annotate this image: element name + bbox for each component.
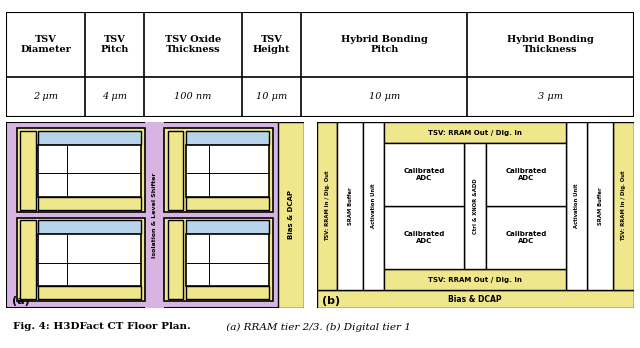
Text: (a): (a) — [12, 296, 30, 306]
Text: Calibrated
ADC: Calibrated ADC — [403, 168, 445, 181]
Bar — [186, 130, 269, 144]
Bar — [168, 130, 183, 210]
Bar — [384, 206, 464, 269]
Text: RRAM: RRAM — [211, 166, 243, 176]
Text: TSV
Height: TSV Height — [253, 35, 290, 54]
Text: 10 μm: 10 μm — [369, 92, 400, 101]
Text: TSV: TSV — [221, 201, 234, 206]
Bar — [384, 122, 566, 143]
Text: SRAM Buffer: SRAM Buffer — [348, 187, 353, 225]
Text: Activation Unit: Activation Unit — [371, 184, 376, 228]
Bar — [384, 143, 464, 206]
Bar — [186, 197, 269, 210]
Text: TSV: TSV — [173, 254, 178, 266]
Text: TSV: TSV — [173, 164, 178, 176]
Bar — [17, 218, 145, 301]
Bar — [38, 130, 141, 144]
Text: TSV: TSV — [26, 164, 31, 176]
Text: TSV
Pitch: TSV Pitch — [100, 35, 129, 54]
Bar — [38, 234, 141, 286]
Bar — [186, 286, 269, 299]
Text: TSV Oxide
Thickness: TSV Oxide Thickness — [165, 35, 221, 54]
Text: Hybrid Bonding
Pitch: Hybrid Bonding Pitch — [341, 35, 428, 54]
Text: Isolation & Level Shifter: Isolation & Level Shifter — [152, 172, 157, 258]
Bar — [168, 220, 183, 299]
Bar — [317, 290, 634, 308]
Text: SRAM Buffer: SRAM Buffer — [598, 187, 602, 225]
Bar — [587, 122, 613, 290]
Text: 2 μm: 2 μm — [33, 92, 58, 101]
Bar — [20, 220, 36, 299]
Text: RRAM Prog.: RRAM Prog. — [206, 135, 248, 140]
Text: Ctrl & XNOR &ADD: Ctrl & XNOR &ADD — [473, 178, 477, 234]
Text: 100 nm: 100 nm — [174, 92, 212, 101]
Text: RRAM: RRAM — [211, 255, 243, 265]
Text: Calibrated
ADC: Calibrated ADC — [403, 231, 445, 244]
Text: TSV: RRAM In / Dig. Out: TSV: RRAM In / Dig. Out — [324, 171, 330, 241]
Bar — [566, 122, 587, 290]
Text: TSV: TSV — [221, 290, 234, 295]
Bar — [38, 286, 141, 299]
Text: 10 μm: 10 μm — [256, 92, 287, 101]
Bar — [364, 122, 384, 290]
Text: RRAM: RRAM — [74, 166, 106, 176]
Text: Bias & DCAP: Bias & DCAP — [288, 190, 294, 239]
Text: (a) RRAM tier 2/3. (b) Digital tier 1: (a) RRAM tier 2/3. (b) Digital tier 1 — [223, 322, 411, 332]
Bar — [337, 122, 364, 290]
Bar — [17, 128, 145, 212]
Bar — [384, 269, 566, 290]
Bar — [613, 122, 634, 290]
Text: Fig. 4: H3DFact CT Floor Plan.: Fig. 4: H3DFact CT Floor Plan. — [13, 323, 191, 331]
Text: Calibrated
ADC: Calibrated ADC — [506, 231, 547, 244]
Text: 4 μm: 4 μm — [102, 92, 127, 101]
Bar — [38, 197, 141, 210]
Text: Hybrid Bonding
Thickness: Hybrid Bonding Thickness — [507, 35, 594, 54]
Text: RRAM Prog.: RRAM Prog. — [206, 224, 248, 229]
Text: 3 μm: 3 μm — [538, 92, 563, 101]
Text: TSV: RRAM In / Dig. Out: TSV: RRAM In / Dig. Out — [621, 171, 626, 241]
Bar — [38, 220, 141, 234]
Bar — [278, 122, 304, 308]
Text: TSV: TSV — [83, 201, 97, 206]
Text: TSV
Diameter: TSV Diameter — [20, 35, 71, 54]
Bar — [186, 144, 269, 197]
Text: RRAM Prog.: RRAM Prog. — [68, 224, 111, 229]
Bar — [145, 122, 164, 308]
Text: RRAM: RRAM — [74, 255, 106, 265]
Bar — [20, 130, 36, 210]
Bar — [317, 122, 337, 290]
Text: TSV: RRAM Out / Dig. In: TSV: RRAM Out / Dig. In — [428, 129, 522, 135]
Text: TSV: RRAM Out / Dig. In: TSV: RRAM Out / Dig. In — [428, 277, 522, 283]
Text: RRAM Prog.: RRAM Prog. — [68, 135, 111, 140]
Bar — [486, 143, 566, 206]
Bar — [186, 234, 269, 286]
Bar — [38, 144, 141, 197]
Text: (b): (b) — [321, 296, 340, 306]
Bar — [464, 143, 486, 269]
Text: Calibrated
ADC: Calibrated ADC — [506, 168, 547, 181]
Text: Activation Unit: Activation Unit — [574, 184, 579, 228]
Text: Bias & DCAP: Bias & DCAP — [449, 295, 502, 304]
Text: TSV: TSV — [26, 254, 31, 266]
Bar — [164, 218, 273, 301]
Bar — [164, 128, 273, 212]
Bar — [486, 206, 566, 269]
Text: TSV: TSV — [83, 290, 97, 295]
Bar — [186, 220, 269, 234]
